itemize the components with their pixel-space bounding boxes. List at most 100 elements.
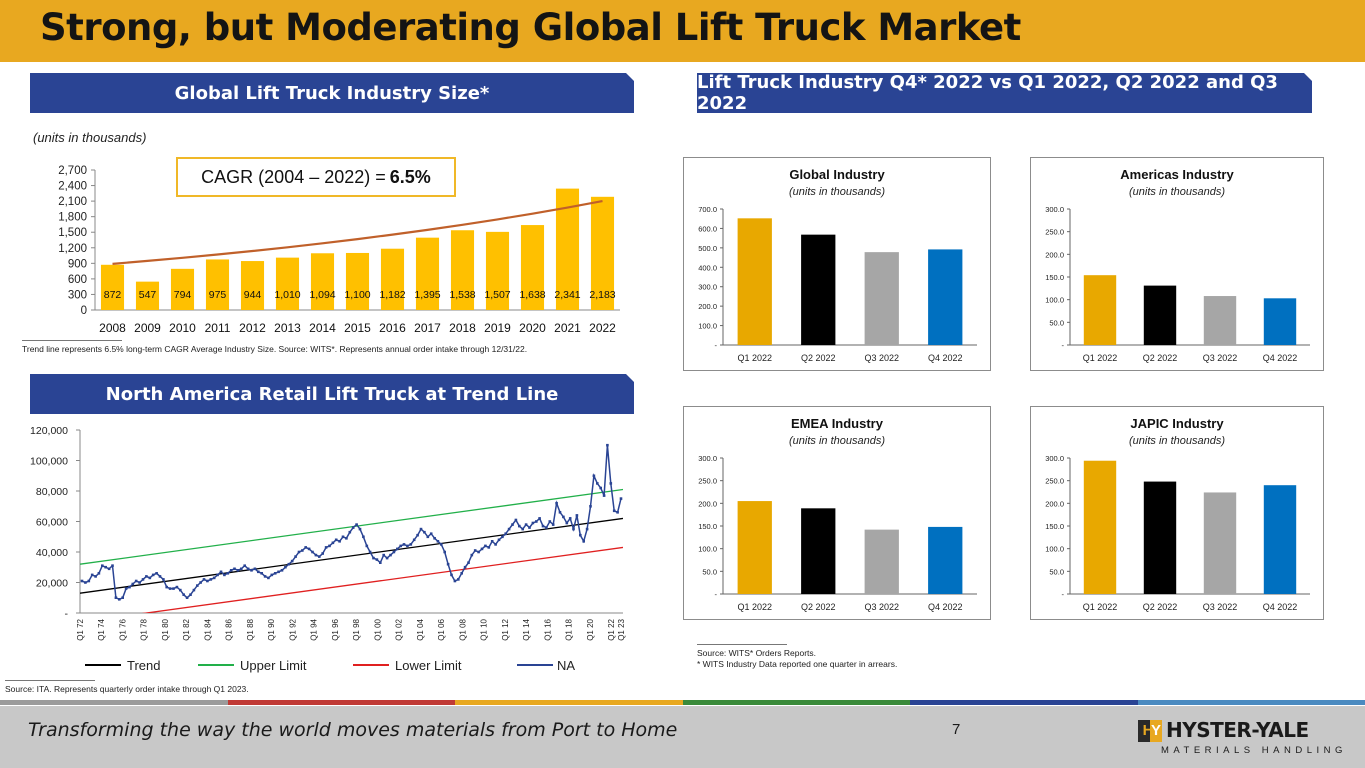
series-point-na xyxy=(504,532,507,535)
series-point-na xyxy=(202,578,206,581)
series-point-na xyxy=(301,549,304,552)
series-point-na xyxy=(389,553,392,557)
x-tick-label: Q4 2022 xyxy=(928,602,963,612)
x-tick-label: Q1 98 xyxy=(352,618,361,640)
legend-label: Lower Limit xyxy=(395,658,462,673)
series-point-na xyxy=(240,567,243,571)
series-point-na xyxy=(111,564,114,567)
x-tick-label: Q1 10 xyxy=(480,618,489,640)
series-point-na xyxy=(273,572,277,575)
y-tick-label: 400.0 xyxy=(698,263,717,272)
series-point-na xyxy=(196,584,199,587)
y-tick-label: 900 xyxy=(68,258,87,270)
bar xyxy=(864,252,899,345)
y-tick-label: 2,700 xyxy=(58,165,87,177)
series-point-na xyxy=(497,538,501,542)
chart-title: EMEA Industry xyxy=(791,416,884,431)
chart-subtitle: (units in thousands) xyxy=(789,186,885,198)
series-point-na xyxy=(263,575,267,578)
series-point-na xyxy=(555,501,558,505)
x-tick-label: Q3 2022 xyxy=(864,602,899,612)
logo-icon-accent: Y xyxy=(1150,720,1162,742)
x-tick-label: 2015 xyxy=(344,321,371,335)
series-point-na xyxy=(168,587,172,590)
series-point-na xyxy=(358,527,362,531)
series-point-na xyxy=(246,567,250,571)
series-point-na xyxy=(87,579,91,583)
series-point-na xyxy=(372,556,375,560)
series-point-na xyxy=(433,537,436,540)
series-point-na xyxy=(362,535,365,539)
x-tick-label: Q1 04 xyxy=(416,618,425,640)
y-tick-label: 100,000 xyxy=(30,456,68,468)
series-point-na xyxy=(477,550,480,554)
series-point-na xyxy=(280,569,284,572)
bar xyxy=(864,529,899,594)
y-tick-label: 20,000 xyxy=(36,578,68,590)
y-tick-label: 150.0 xyxy=(1045,522,1064,531)
series-point-na xyxy=(209,578,213,581)
bar xyxy=(1203,492,1237,594)
x-tick-label: Q4 2022 xyxy=(1263,353,1298,363)
bar xyxy=(590,196,615,310)
y-tick-label: 600.0 xyxy=(698,224,717,233)
global-industry-chart: Global Industry (units in thousands) - 100.… xyxy=(683,157,991,371)
series-point-na xyxy=(460,572,463,575)
x-tick-label: Q1 00 xyxy=(373,618,382,640)
series-point-na xyxy=(409,543,413,546)
series-point-na xyxy=(297,550,301,554)
bar xyxy=(928,249,963,345)
x-tick-label: Q1 2022 xyxy=(737,353,772,363)
footnote-wits-source: Source: WITS* Orders Reports. xyxy=(697,648,817,658)
x-tick-label: 2020 xyxy=(519,321,546,335)
x-tick-label: Q3 2022 xyxy=(864,353,899,363)
x-tick-label: Q1 84 xyxy=(203,618,212,640)
series-point-na xyxy=(90,573,94,577)
footnote-rule xyxy=(5,680,95,681)
bar xyxy=(1263,298,1297,345)
bar xyxy=(415,237,440,310)
series-point-na xyxy=(565,521,569,525)
x-tick-label: 2021 xyxy=(554,321,581,335)
series-point-na xyxy=(328,544,331,548)
series-point-na xyxy=(365,544,369,548)
x-tick-label: Q1 08 xyxy=(458,618,467,640)
series-point-na xyxy=(318,555,321,558)
series-point-na xyxy=(596,482,599,485)
series-point-na xyxy=(535,520,538,523)
series-point-na xyxy=(97,572,101,575)
x-tick-label: Q1 88 xyxy=(246,618,255,640)
x-tick-label: 2011 xyxy=(205,321,231,335)
bar-data-label: 975 xyxy=(209,289,227,301)
chart-title: JAPIC Industry xyxy=(1130,416,1224,431)
series-point-na xyxy=(592,474,596,478)
series-point-na xyxy=(250,569,253,572)
title-bar xyxy=(0,0,1365,62)
x-tick-label: 2008 xyxy=(99,321,126,335)
japic-industry-chart: JAPIC Industry (units in thousands) - 50.0 1… xyxy=(1030,406,1324,620)
series-point-na xyxy=(304,546,307,549)
bar xyxy=(1143,285,1177,345)
series-point-na xyxy=(84,581,87,584)
cagr-callout: CAGR (2004 – 2022) = 6.5% xyxy=(176,157,456,197)
series-point-na xyxy=(104,565,107,569)
x-tick-label: Q3 2022 xyxy=(1203,353,1238,363)
series-point-na xyxy=(131,582,135,586)
logo-subtitle: MATERIALS HANDLING xyxy=(1161,745,1347,756)
bar-data-label: 1,538 xyxy=(449,289,475,301)
y-tick-label: 1,500 xyxy=(58,227,87,239)
y-tick-label: 40,000 xyxy=(36,547,68,559)
series-point-na xyxy=(616,511,619,514)
bar-data-label: 1,010 xyxy=(274,289,300,301)
series-point-na xyxy=(233,567,236,571)
series-point-na xyxy=(521,527,524,531)
x-tick-label: 2018 xyxy=(449,321,476,335)
legend-label: NA xyxy=(557,658,575,673)
series-line-lower-limit xyxy=(141,546,623,613)
y-tick-label: 60,000 xyxy=(36,517,68,529)
series-point-na xyxy=(206,579,209,583)
series-point-na xyxy=(585,527,589,531)
series-point-na xyxy=(490,540,494,543)
x-tick-label: Q1 78 xyxy=(140,618,149,640)
y-tick-label: 250.0 xyxy=(1045,477,1064,486)
